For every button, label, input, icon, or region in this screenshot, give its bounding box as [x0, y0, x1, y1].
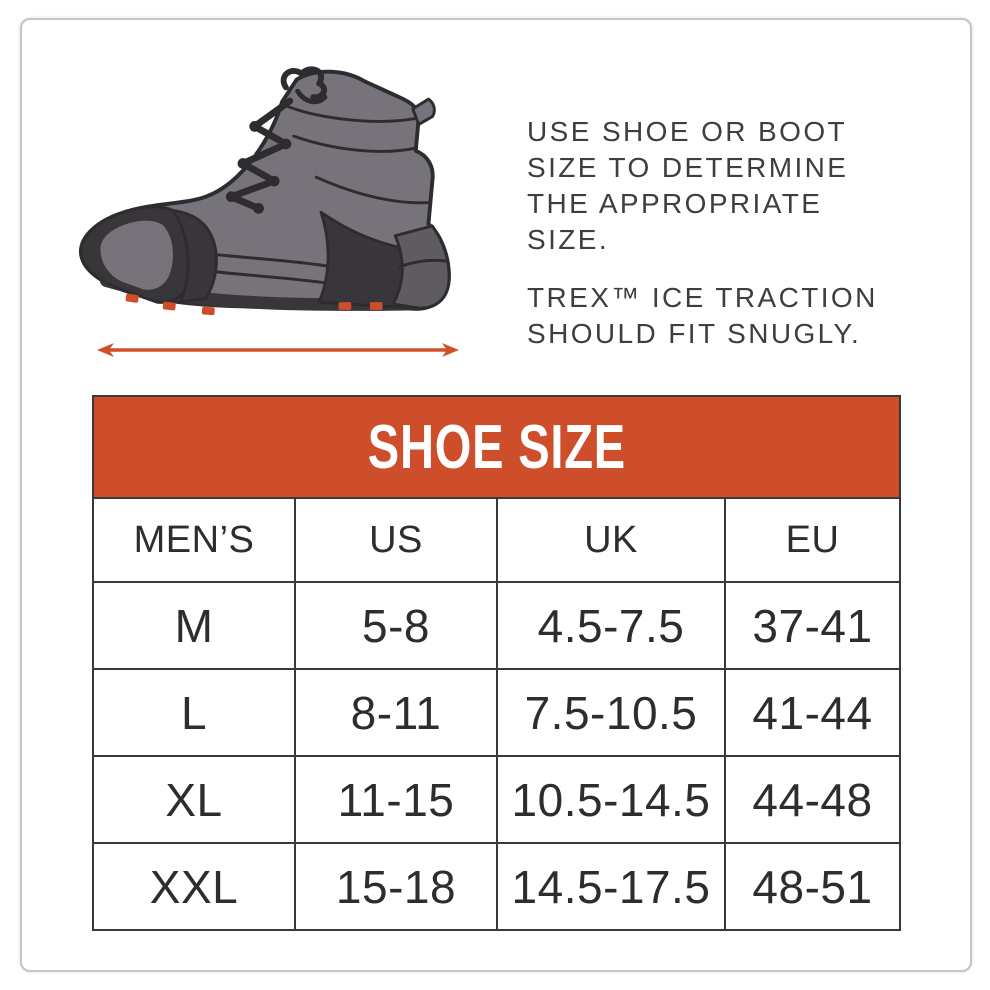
instruction-paragraph-2: TREX™ ICE TRACTION SHOULD FIT SNUGLY.	[527, 280, 912, 352]
instruction-line: TREX™ ICE TRACTION	[527, 282, 878, 313]
column-header-row: MEN’S US UK EU	[92, 497, 901, 583]
size-chart-table: SHOE SIZE MEN’S US UK EU M 5-8 4.5-7.5 3…	[92, 395, 901, 931]
measure-arrow-icon	[97, 342, 459, 358]
us-range: 15-18	[294, 842, 498, 931]
table-row-xxl: XXL 15-18 14.5-17.5 48-51	[92, 842, 901, 931]
sizing-instructions: USE SHOE OR BOOT SIZE TO DETERMINE THE A…	[527, 114, 912, 352]
us-range: 8-11	[294, 668, 498, 757]
size-chart-title: SHOE SIZE	[92, 395, 901, 499]
us-range: 11-15	[294, 755, 498, 844]
instruction-paragraph-1: USE SHOE OR BOOT SIZE TO DETERMINE THE A…	[527, 114, 912, 258]
uk-range: 7.5-10.5	[496, 668, 726, 757]
uk-range: 14.5-17.5	[496, 842, 726, 931]
size-label: L	[92, 668, 296, 757]
boot-icon	[78, 66, 451, 316]
eu-range: 41-44	[724, 668, 901, 757]
size-label: XXL	[92, 842, 296, 931]
boot-illustration	[77, 57, 487, 352]
instruction-line: USE SHOE OR BOOT	[527, 116, 847, 147]
instruction-line: THE APPROPRIATE SIZE.	[527, 188, 823, 255]
size-label: M	[92, 581, 296, 670]
eu-range: 37-41	[724, 581, 901, 670]
eu-range: 44-48	[724, 755, 901, 844]
size-chart-title-text: SHOE SIZE	[367, 412, 626, 482]
column-header-uk: UK	[496, 497, 726, 583]
uk-range: 4.5-7.5	[496, 581, 726, 670]
table-row-xl: XL 11-15 10.5-14.5 44-48	[92, 755, 901, 844]
instruction-line: SHOULD FIT SNUGLY.	[527, 318, 862, 349]
size-label: XL	[92, 755, 296, 844]
size-chart-title-row: SHOE SIZE	[92, 395, 901, 499]
table-row-l: L 8-11 7.5-10.5 41-44	[92, 668, 901, 757]
column-header-eu: EU	[724, 497, 901, 583]
uk-range: 10.5-14.5	[496, 755, 726, 844]
column-header-us: US	[294, 497, 498, 583]
us-range: 5-8	[294, 581, 498, 670]
table-row-m: M 5-8 4.5-7.5 37-41	[92, 581, 901, 670]
column-header-mens: MEN’S	[92, 497, 296, 583]
instruction-line: SIZE TO DETERMINE	[527, 152, 849, 183]
size-guide-card: USE SHOE OR BOOT SIZE TO DETERMINE THE A…	[20, 18, 972, 972]
eu-range: 48-51	[724, 842, 901, 931]
